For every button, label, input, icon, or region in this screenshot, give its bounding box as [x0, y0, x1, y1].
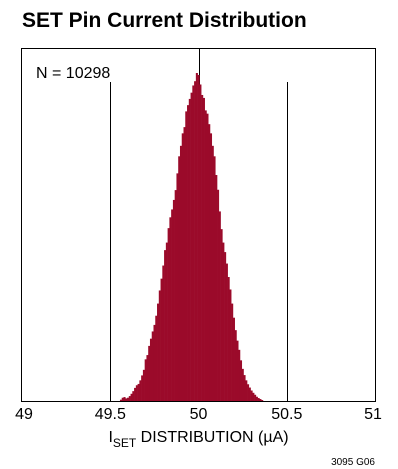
histogram-bar	[183, 127, 186, 402]
histogram-bar	[135, 385, 138, 401]
x-tick-label: 49.5	[95, 406, 126, 423]
x-tick-labels: 49 49.5 50 50.5 51	[15, 406, 382, 423]
histogram-bar	[199, 84, 202, 401]
figure-code: 3095 G06	[331, 457, 375, 468]
histogram-bar	[215, 175, 218, 401]
histogram-bar	[209, 133, 213, 401]
x-tick-label: 50.5	[271, 406, 302, 423]
histogram-bar	[127, 397, 130, 401]
histogram-bar	[211, 145, 214, 401]
histogram-bar	[134, 387, 137, 401]
histogram-bar	[187, 105, 190, 401]
histogram-bar	[254, 394, 257, 401]
histogram-bar	[178, 156, 181, 401]
histogram-bar	[190, 92, 193, 402]
histogram-bar	[160, 278, 163, 401]
histogram-bar	[201, 94, 204, 401]
histogram-bar	[139, 380, 142, 401]
histogram-bar	[243, 375, 246, 401]
histogram-bar	[245, 380, 248, 401]
plot-frame	[21, 48, 376, 402]
histogram-bar	[157, 303, 160, 401]
x-axis-label-main: I	[108, 429, 112, 446]
histogram-bar	[220, 229, 223, 401]
histogram-bar	[213, 156, 216, 401]
sample-count-annotation: N = 10298	[36, 65, 110, 82]
histogram-bar	[164, 250, 167, 401]
histogram-bar	[172, 199, 175, 401]
histogram-bar	[231, 303, 234, 401]
histogram-bar	[125, 398, 128, 401]
histogram-bar	[236, 340, 239, 401]
histogram-bar	[141, 375, 144, 401]
histogram-bar	[137, 383, 140, 401]
histogram-bar	[224, 252, 227, 401]
histogram-bar	[181, 133, 184, 401]
histogram-bar	[148, 345, 151, 401]
histogram-bar	[119, 399, 123, 401]
histogram-bar	[192, 85, 195, 402]
histogram-bar	[167, 228, 170, 401]
histogram-bar	[158, 290, 161, 401]
histogram-bar	[165, 242, 168, 401]
histogram-bar	[194, 81, 197, 401]
histogram-bar	[204, 110, 207, 401]
histogram-bar	[238, 349, 241, 401]
histogram-bar	[222, 242, 225, 401]
histogram-bar	[171, 209, 174, 401]
histogram-bar	[202, 97, 205, 402]
histogram-bar	[255, 396, 258, 401]
histogram-bar	[142, 369, 145, 401]
histogram-bar	[247, 384, 250, 401]
histogram-bars	[119, 73, 264, 402]
x-tick-label: 50	[190, 406, 208, 423]
histogram-bar	[206, 113, 209, 402]
x-axis-label-rest: DISTRIBUTION (µA)	[136, 429, 288, 446]
histogram-bar	[130, 393, 133, 401]
histogram-bar	[252, 392, 255, 401]
histogram-bar	[149, 338, 153, 401]
histogram-bar	[217, 189, 220, 401]
histogram-bar	[169, 217, 172, 401]
histogram-bar	[162, 265, 165, 401]
histogram-bar	[121, 397, 124, 401]
histogram-bar	[227, 277, 230, 401]
x-tick-label: 51	[364, 406, 382, 423]
histogram-bar	[250, 390, 253, 401]
histogram-bar	[197, 74, 200, 401]
histogram-bar	[218, 211, 221, 401]
chart-title: SET Pin Current Distribution	[22, 9, 307, 32]
x-axis-label: ISET DISTRIBUTION (µA)	[108, 429, 288, 450]
histogram-bar	[229, 289, 232, 401]
histogram-bar	[144, 359, 147, 401]
histogram-bar	[257, 398, 260, 401]
histogram-bar	[195, 73, 198, 401]
histogram-bar	[225, 263, 228, 401]
histogram-bar	[132, 391, 135, 401]
histogram-bar	[248, 387, 251, 401]
histogram-bar	[185, 111, 188, 401]
x-axis-label-subscript: SET	[113, 436, 137, 450]
x-tick-label: 49	[15, 406, 33, 423]
histogram-bar	[234, 330, 237, 401]
histogram-bar	[176, 173, 179, 401]
histogram-bar	[259, 399, 262, 401]
histogram-bar	[128, 396, 131, 401]
histogram-bar	[179, 145, 183, 401]
histogram-bar	[174, 190, 177, 401]
histogram-bar	[261, 400, 264, 401]
histogram-bar	[188, 98, 191, 401]
histogram-bar	[146, 355, 149, 401]
histogram-bar	[153, 324, 156, 401]
histogram-bar	[208, 124, 211, 402]
histogram-bar	[155, 315, 158, 401]
histogram-bar	[241, 368, 244, 401]
histogram-bar	[151, 331, 154, 401]
histogram-bar	[232, 317, 235, 401]
histogram-bar	[123, 397, 126, 401]
histogram-bar	[239, 360, 243, 401]
